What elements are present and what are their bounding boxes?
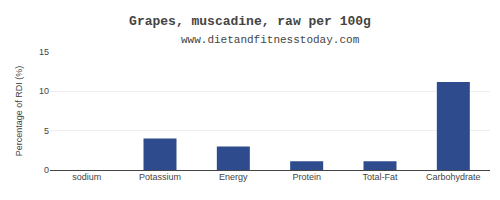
- svg-text:www.dietandfitnesstoday.com: www.dietandfitnesstoday.com: [181, 34, 360, 46]
- svg-text:Percentage of RDI (%): Percentage of RDI (%): [14, 66, 24, 157]
- svg-text:0: 0: [44, 165, 49, 175]
- svg-text:Grapes, muscadine, raw per 100: Grapes, muscadine, raw per 100g: [129, 14, 371, 29]
- svg-text:Carbohydrate: Carbohydrate: [426, 172, 481, 182]
- svg-text:Protein: Protein: [292, 172, 321, 182]
- svg-text:5: 5: [44, 126, 49, 136]
- svg-text:Total-Fat: Total-Fat: [362, 172, 398, 182]
- svg-text:15: 15: [39, 47, 49, 57]
- svg-text:Energy: Energy: [219, 172, 248, 182]
- svg-text:10: 10: [39, 86, 49, 96]
- svg-text:Potassium: Potassium: [139, 172, 181, 182]
- svg-text:sodium: sodium: [72, 172, 101, 182]
